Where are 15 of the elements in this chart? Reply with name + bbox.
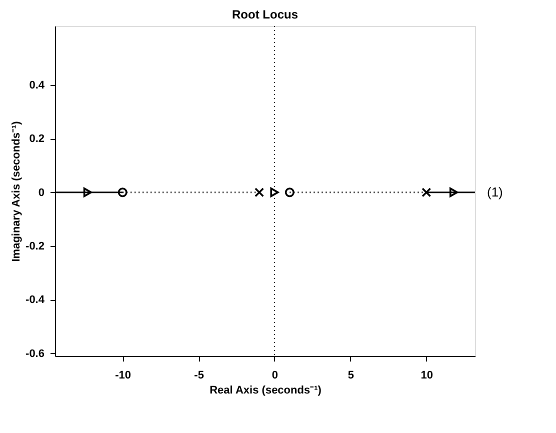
x-tick-label: 5 bbox=[348, 370, 354, 382]
x-tick-label: -10 bbox=[115, 370, 132, 382]
text: (1) bbox=[487, 184, 503, 200]
chart-title: Root Locus bbox=[232, 8, 298, 22]
x-axis-title: Real Axis (seconds⁻¹) bbox=[210, 384, 322, 396]
y-tick-label: 0 bbox=[38, 186, 44, 199]
y-tick-label: -0.2 bbox=[26, 240, 44, 252]
y-tick-label: 0.2 bbox=[29, 133, 44, 146]
x-tick-label: -5 bbox=[194, 370, 204, 382]
y-tick-label: -0.4 bbox=[26, 294, 46, 306]
x-tick-label: 0 bbox=[272, 370, 278, 382]
y-axis-title: Imaginary Axis (seconds⁻¹) bbox=[10, 120, 23, 262]
y-tick-label: -0.6 bbox=[26, 348, 44, 360]
y-tick-label: 0.4 bbox=[29, 80, 46, 92]
x-tick-label: 10 bbox=[420, 370, 434, 382]
